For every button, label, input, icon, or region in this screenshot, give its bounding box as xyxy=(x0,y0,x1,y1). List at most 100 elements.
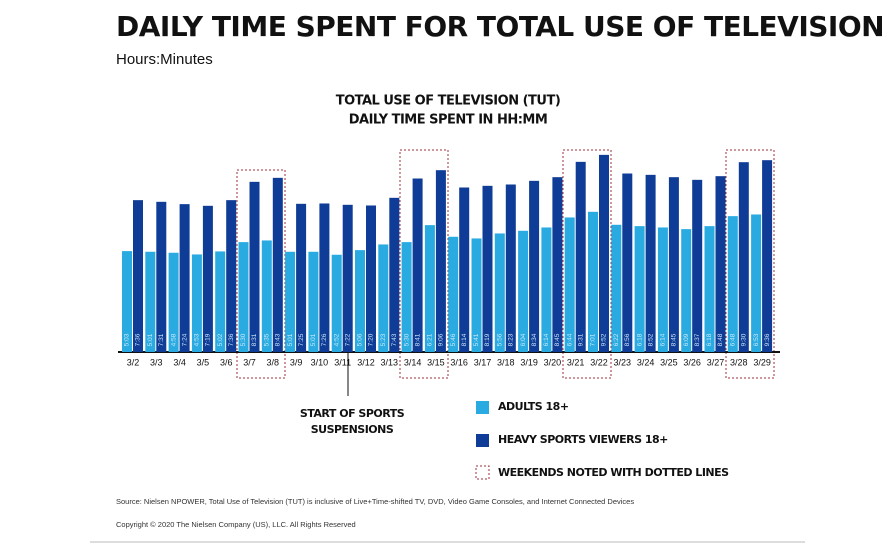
bar xyxy=(202,205,213,352)
bar xyxy=(762,160,773,352)
x-tick-label: 3/2 xyxy=(127,357,140,367)
bar xyxy=(505,184,516,352)
x-tick-label: 3/28 xyxy=(730,357,748,367)
value-label: 4:52 xyxy=(333,333,340,346)
bar xyxy=(296,203,307,352)
x-tick-label: 3/18 xyxy=(497,357,515,367)
bar xyxy=(751,214,762,352)
value-label: 5:02 xyxy=(217,333,224,346)
bar xyxy=(191,254,202,352)
bar xyxy=(122,251,132,352)
bar xyxy=(459,187,470,352)
value-label: 6:09 xyxy=(683,333,690,346)
bar xyxy=(657,227,668,352)
x-tick-label: 3/29 xyxy=(753,357,771,367)
value-label: 8:45 xyxy=(554,333,561,346)
value-label: 5:46 xyxy=(450,333,457,346)
value-label: 8:41 xyxy=(414,333,421,346)
value-label: 6:53 xyxy=(753,333,760,346)
value-label: 7:22 xyxy=(344,333,351,346)
bar xyxy=(238,242,249,352)
chart-title: DAILY TIME SPENT FOR TOTAL USE OF TELEVI… xyxy=(116,10,884,43)
x-tick-label: 3/7 xyxy=(243,357,256,367)
x-tick-label: 3/17 xyxy=(474,357,492,367)
x-tick-label: 3/3 xyxy=(150,357,163,367)
x-tick-label: 3/20 xyxy=(544,357,562,367)
bar xyxy=(634,226,645,352)
bar xyxy=(215,251,226,352)
bar xyxy=(494,233,505,352)
legend-note: WEEKENDS NOTED WITH DOTTED LINES xyxy=(498,466,729,479)
value-label: 5:03 xyxy=(124,333,131,346)
chart-heading: DAILY TIME SPENT IN HH:MM xyxy=(349,113,548,128)
value-label: 7:19 xyxy=(205,333,212,346)
x-tick-label: 3/6 xyxy=(220,357,233,367)
value-label: 9:06 xyxy=(438,333,445,346)
bar xyxy=(622,173,633,352)
legend-swatch xyxy=(475,465,490,480)
bar xyxy=(448,236,459,352)
value-label: 8:45 xyxy=(671,333,678,346)
bar xyxy=(401,242,412,352)
bar xyxy=(342,204,353,352)
annotation: SUSPENSIONS xyxy=(311,423,394,436)
legend-label: ADULTS 18+ xyxy=(498,400,569,413)
value-label: 5:56 xyxy=(497,333,504,346)
bar xyxy=(482,185,493,352)
bar xyxy=(424,225,435,352)
x-tick-label: 3/23 xyxy=(614,357,632,367)
bar xyxy=(692,179,703,352)
x-tick-label: 3/11 xyxy=(334,357,351,367)
x-tick-label: 3/26 xyxy=(683,357,701,367)
bar xyxy=(355,250,365,352)
bar xyxy=(564,217,575,352)
bar xyxy=(272,177,283,352)
x-tick-label: 3/4 xyxy=(173,357,186,367)
value-label: 6:44 xyxy=(566,333,573,346)
value-label: 6:14 xyxy=(543,333,550,346)
bar xyxy=(285,251,296,352)
value-label: 8:31 xyxy=(251,333,258,346)
bar xyxy=(575,161,586,352)
value-label: 5:23 xyxy=(380,333,387,346)
bar xyxy=(226,200,237,352)
x-tick-label: 3/10 xyxy=(311,357,329,367)
value-label: 6:18 xyxy=(636,333,643,346)
bar xyxy=(249,181,260,352)
value-label: 5:30 xyxy=(403,333,410,346)
value-label: 9:36 xyxy=(764,333,771,346)
bar xyxy=(156,201,167,352)
value-label: 7:36 xyxy=(228,333,235,346)
bar xyxy=(738,162,749,352)
bar xyxy=(319,203,330,352)
legend-label: HEAVY SPORTS VIEWERS 18+ xyxy=(498,433,668,446)
value-label: 8:43 xyxy=(275,333,282,346)
value-label: 7:20 xyxy=(368,333,375,346)
bar xyxy=(704,226,715,352)
value-label: 9:31 xyxy=(577,333,584,346)
value-label: 7:31 xyxy=(158,333,165,346)
bar xyxy=(133,200,143,352)
bar xyxy=(179,204,190,352)
value-label: 7:36 xyxy=(135,333,142,346)
value-label: 8:52 xyxy=(647,333,654,346)
value-label: 7:43 xyxy=(391,333,398,346)
weekend-box xyxy=(236,169,286,379)
x-tick-label: 3/19 xyxy=(520,357,538,367)
x-tick-label: 3/25 xyxy=(660,357,678,367)
bar xyxy=(378,244,389,352)
x-tick-label: 3/15 xyxy=(427,357,445,367)
value-label: 5:06 xyxy=(357,333,364,346)
bar xyxy=(588,211,598,352)
bar xyxy=(681,229,692,352)
value-label: 5:30 xyxy=(240,333,247,346)
value-label: 5:01 xyxy=(310,333,317,346)
value-label: 5:01 xyxy=(287,333,294,346)
value-label: 6:04 xyxy=(520,333,527,346)
bar xyxy=(366,205,376,352)
source: Source: Nielsen NPOWER, Total Use of Tel… xyxy=(116,497,634,506)
value-label: 8:14 xyxy=(461,333,468,346)
value-label: 7:24 xyxy=(181,333,188,346)
bar xyxy=(435,170,446,352)
x-tick-label: 3/8 xyxy=(267,357,280,367)
